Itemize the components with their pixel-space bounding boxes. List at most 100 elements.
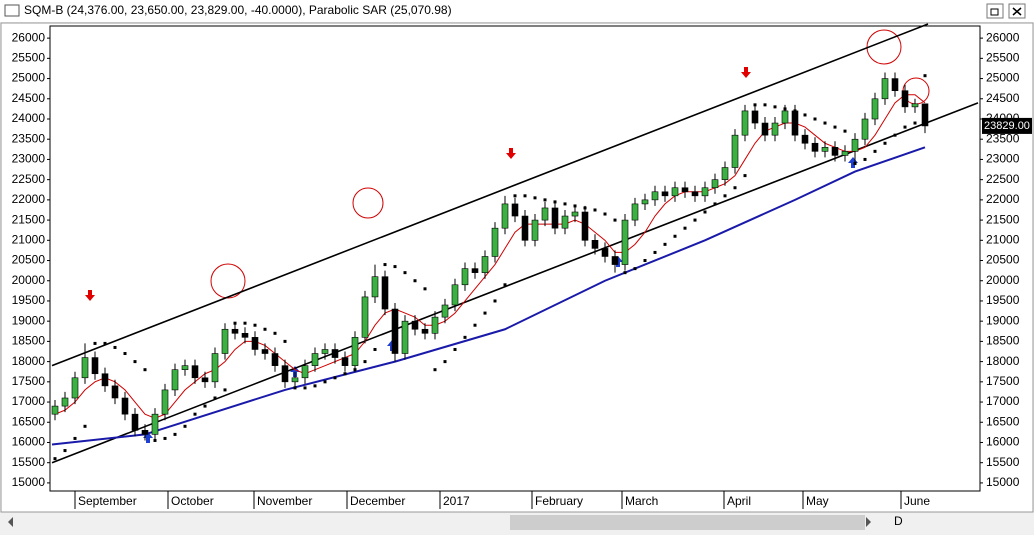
candle-body bbox=[301, 365, 309, 379]
candle-body bbox=[541, 207, 549, 221]
candle-body bbox=[781, 110, 789, 124]
y-tick-label-right: 22000 bbox=[986, 192, 1020, 206]
candle-body bbox=[871, 98, 879, 120]
scroll-right[interactable] bbox=[866, 517, 871, 527]
sar-dot bbox=[733, 186, 737, 190]
candle-body bbox=[291, 377, 299, 383]
candle-body bbox=[811, 142, 819, 152]
candle-body bbox=[451, 284, 459, 306]
candle-body bbox=[891, 78, 899, 91]
candle-body bbox=[721, 167, 729, 180]
candle-body bbox=[261, 349, 269, 354]
candle-body bbox=[481, 256, 489, 273]
sar-dot bbox=[203, 404, 207, 408]
toolbar-label[interactable]: D bbox=[894, 514, 903, 528]
candle-body bbox=[171, 369, 179, 391]
candle-body bbox=[431, 316, 439, 334]
candle-body bbox=[361, 296, 369, 338]
candle-body bbox=[711, 179, 719, 189]
sar-dot bbox=[93, 341, 97, 345]
y-tick-label: 25500 bbox=[12, 51, 46, 65]
sar-dot bbox=[873, 149, 877, 153]
sar-dot bbox=[623, 271, 627, 275]
sell-arrows bbox=[85, 67, 751, 301]
y-tick-label: 15500 bbox=[12, 455, 46, 469]
candle-body bbox=[441, 304, 449, 318]
sar-dot bbox=[913, 121, 917, 125]
candle-body bbox=[271, 353, 279, 366]
y-tick-label: 21500 bbox=[12, 212, 46, 226]
candle-body bbox=[101, 373, 109, 387]
sar-dot bbox=[433, 368, 437, 372]
candle-body bbox=[911, 103, 919, 108]
y-tick-label-right: 24500 bbox=[986, 91, 1020, 105]
y-tick-label: 17000 bbox=[12, 394, 46, 408]
candle-body bbox=[681, 187, 689, 193]
sar-dot bbox=[773, 105, 777, 109]
sar-dot bbox=[183, 424, 187, 428]
x-tick-label: September bbox=[78, 494, 137, 508]
restore-icon bbox=[990, 8, 999, 16]
sar-dot bbox=[673, 234, 677, 238]
y-tick-label: 21000 bbox=[12, 232, 46, 246]
candle-body bbox=[211, 353, 219, 383]
candle-body bbox=[141, 430, 149, 435]
sar-dot bbox=[173, 432, 177, 436]
y-tick-label-right: 16000 bbox=[986, 435, 1020, 449]
restore-button[interactable] bbox=[986, 3, 1004, 19]
x-tick-label: April bbox=[727, 494, 751, 508]
candle-body bbox=[411, 320, 419, 330]
title-bar bbox=[0, 0, 1034, 22]
y-tick-label: 18000 bbox=[12, 354, 46, 368]
sar-dot bbox=[723, 194, 727, 198]
sar-dot bbox=[73, 436, 77, 440]
y-tick-label-right: 25000 bbox=[986, 71, 1020, 85]
y-tick-label: 16500 bbox=[12, 414, 46, 428]
sar-dot bbox=[383, 263, 387, 267]
sar-dot bbox=[583, 206, 587, 210]
scroll-left[interactable] bbox=[8, 517, 13, 527]
candle-body bbox=[381, 276, 389, 310]
sar-dot bbox=[843, 129, 847, 133]
sar-dot bbox=[463, 335, 467, 339]
sar-dot bbox=[903, 125, 907, 129]
sar-dot bbox=[153, 438, 157, 442]
candle-body bbox=[491, 227, 499, 257]
candle-body bbox=[91, 357, 99, 375]
sar-dot bbox=[753, 103, 757, 107]
highlight-circle bbox=[352, 187, 384, 219]
candle-body bbox=[701, 187, 709, 197]
y-tick-label-right: 19500 bbox=[986, 293, 1020, 307]
candle-body bbox=[471, 268, 479, 273]
candle-body bbox=[311, 353, 319, 366]
candle-body bbox=[561, 215, 569, 229]
y-tick-label-right: 20500 bbox=[986, 253, 1020, 267]
sar-dot bbox=[363, 360, 367, 364]
x-tick-label: October bbox=[171, 494, 214, 508]
candle-body bbox=[631, 203, 639, 221]
sar-dot bbox=[133, 360, 137, 364]
sar-dot bbox=[243, 321, 247, 325]
sar-dot bbox=[793, 109, 797, 113]
highlight-circle bbox=[210, 263, 246, 299]
x-tick-label: May bbox=[806, 494, 829, 508]
sar-dot bbox=[413, 279, 417, 283]
sar-dot bbox=[423, 287, 427, 291]
sar-dot bbox=[803, 113, 807, 117]
candle-body bbox=[641, 199, 649, 205]
sar-dot bbox=[603, 212, 607, 216]
sar-dot bbox=[523, 194, 527, 198]
scrollbar-thumb[interactable] bbox=[510, 515, 865, 530]
sar-dot bbox=[393, 265, 397, 269]
chart-title: SQM-B (24,376.00, 23,650.00, 23,829.00, … bbox=[24, 3, 452, 17]
y-tick-label: 16000 bbox=[12, 435, 46, 449]
sar-dot bbox=[53, 457, 57, 461]
candle-body bbox=[621, 219, 629, 265]
candle-body bbox=[571, 211, 579, 217]
last-price-label: 23829.00 bbox=[984, 120, 1030, 132]
trend-line bbox=[51, 23, 929, 367]
sar-dot bbox=[553, 200, 557, 204]
plot-area bbox=[49, 25, 981, 492]
sar-dot bbox=[683, 226, 687, 230]
candle-body bbox=[161, 389, 169, 415]
